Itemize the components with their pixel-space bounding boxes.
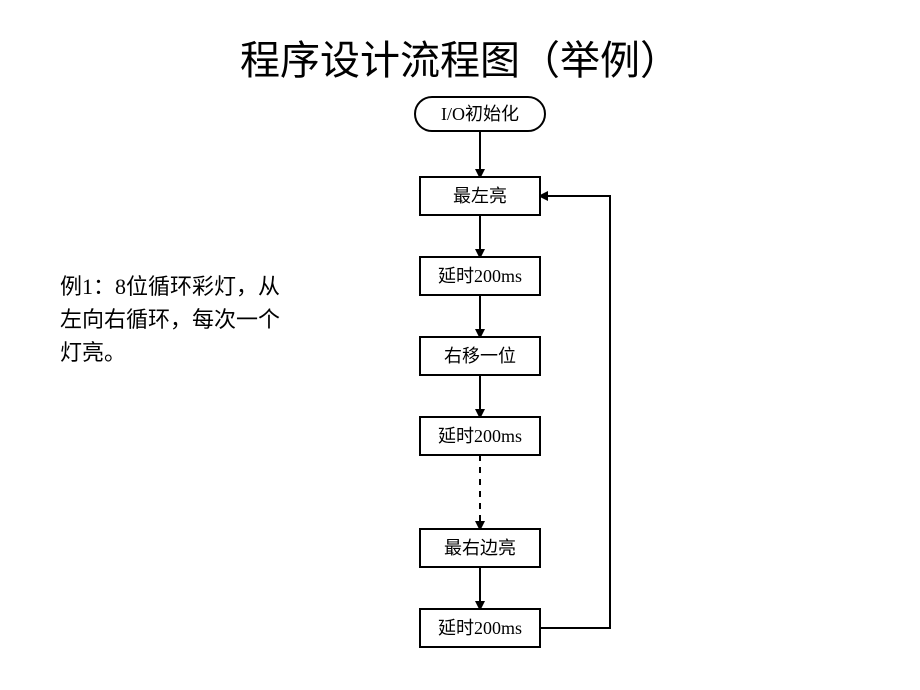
page-title: 程序设计流程图（举例） (0, 28, 920, 86)
example-description: 例1：8位循环彩灯，从左向右循环，每次一个灯亮。 (60, 270, 280, 369)
flow-node-label-n6: 最右边亮 (444, 538, 516, 558)
flow-node-label-n4: 右移一位 (444, 346, 516, 366)
flow-node-label-n3: 延时200ms (438, 266, 522, 286)
flowchart-svg: I/O初始化最左亮延时200ms右移一位延时200ms最右边亮延时200ms (360, 90, 720, 680)
flow-node-label-n1: I/O初始化 (441, 104, 519, 124)
flow-node-label-n5: 延时200ms (438, 426, 522, 446)
flow-loop-edge (540, 196, 610, 628)
flow-node-label-n7: 延时200ms (438, 618, 522, 638)
flow-node-label-n2: 最左亮 (453, 186, 507, 206)
